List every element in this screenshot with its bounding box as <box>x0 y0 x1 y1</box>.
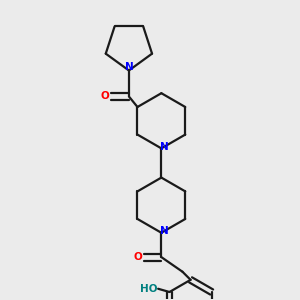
Text: O: O <box>101 92 110 101</box>
Text: N: N <box>125 61 134 72</box>
Text: O: O <box>133 252 142 262</box>
Text: HO: HO <box>140 284 157 294</box>
Text: N: N <box>160 142 168 152</box>
Text: N: N <box>160 226 168 236</box>
